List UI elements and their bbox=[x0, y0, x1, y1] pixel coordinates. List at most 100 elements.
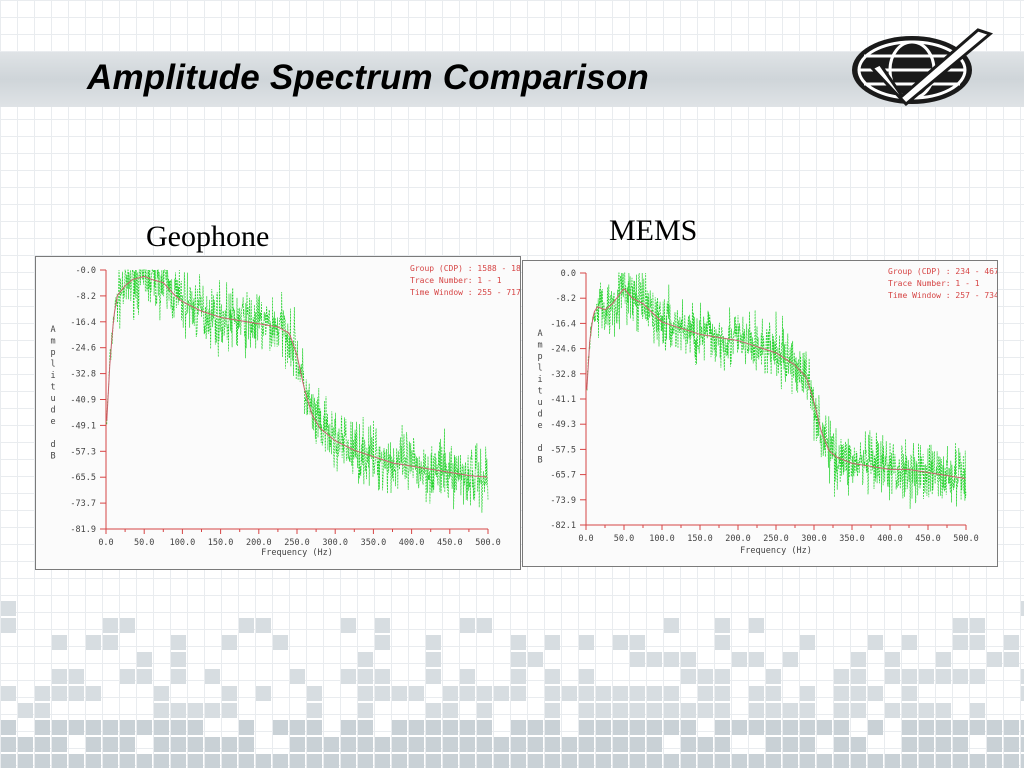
pattern-square bbox=[86, 737, 101, 752]
pattern-square bbox=[681, 737, 696, 752]
mems-chart-svg: 0.0 -8.2 -16.4 -24.6 -32.8 -41.1 -49.3 -57.5 -65… bbox=[537, 267, 997, 556]
pattern-square bbox=[545, 635, 560, 650]
pattern-square bbox=[698, 686, 713, 701]
pattern-square bbox=[953, 669, 968, 684]
y-axis-label-letter: t bbox=[537, 387, 542, 397]
pattern-square bbox=[664, 720, 679, 735]
pattern-square bbox=[800, 703, 815, 718]
y-tick-label: -0.0 bbox=[76, 266, 96, 276]
mems-chart: 0.0 -8.2 -16.4 -24.6 -32.8 -41.1 -49.3 -57.5 -65… bbox=[522, 260, 998, 567]
pattern-square bbox=[834, 703, 849, 718]
x-tick-label: 350.0 bbox=[839, 534, 865, 544]
pattern-square bbox=[222, 703, 237, 718]
pattern-square bbox=[630, 703, 645, 718]
pattern-square bbox=[970, 669, 985, 684]
pattern-square bbox=[103, 737, 118, 752]
pattern-square bbox=[766, 686, 781, 701]
pattern-square bbox=[222, 737, 237, 752]
pattern-square bbox=[562, 686, 577, 701]
pattern-square bbox=[103, 635, 118, 650]
y-axis-label-letter: A bbox=[537, 329, 542, 339]
pattern-square bbox=[256, 618, 271, 633]
pattern-square bbox=[18, 737, 33, 752]
pattern-square bbox=[970, 720, 985, 735]
y-tick-label: -65.5 bbox=[70, 473, 96, 483]
pattern-square bbox=[698, 754, 713, 768]
pattern-square bbox=[477, 686, 492, 701]
pattern-square bbox=[698, 703, 713, 718]
pattern-square bbox=[936, 703, 951, 718]
y-axis-label-letter: u bbox=[537, 398, 542, 408]
y-tick-label: -8.2 bbox=[76, 292, 96, 302]
y-axis-label-letter: u bbox=[50, 394, 55, 404]
pattern-square bbox=[715, 618, 730, 633]
x-tick-label: 350.0 bbox=[361, 538, 387, 548]
pattern-square bbox=[851, 669, 866, 684]
pattern-square bbox=[443, 754, 458, 768]
pattern-square bbox=[511, 754, 526, 768]
pattern-square bbox=[902, 720, 917, 735]
x-tick-label: 200.0 bbox=[246, 538, 272, 548]
x-tick-label: 50.0 bbox=[614, 534, 634, 544]
pattern-square bbox=[970, 754, 985, 768]
pattern-square bbox=[443, 737, 458, 752]
pattern-square bbox=[290, 737, 305, 752]
pattern-square bbox=[358, 754, 373, 768]
pattern-square bbox=[919, 737, 934, 752]
pattern-square bbox=[749, 618, 764, 633]
pattern-square bbox=[715, 720, 730, 735]
pattern-square bbox=[205, 669, 220, 684]
pattern-square bbox=[205, 737, 220, 752]
pattern-square bbox=[732, 720, 747, 735]
pattern-square bbox=[239, 737, 254, 752]
pattern-square bbox=[426, 652, 441, 667]
pattern-square bbox=[1021, 754, 1024, 768]
pattern-square bbox=[987, 754, 1002, 768]
pattern-square bbox=[664, 652, 679, 667]
info-line: Time Window : 257 - 734 bbox=[888, 291, 997, 300]
pattern-square bbox=[358, 703, 373, 718]
pattern-square bbox=[205, 703, 220, 718]
pattern-square bbox=[783, 652, 798, 667]
pattern-square bbox=[545, 720, 560, 735]
pattern-square bbox=[375, 754, 390, 768]
y-tick-label: -57.5 bbox=[550, 445, 576, 455]
pattern-square bbox=[511, 720, 526, 735]
pattern-square bbox=[103, 754, 118, 768]
pattern-square bbox=[1004, 652, 1019, 667]
info-line: Trace Number: 1 - 1 bbox=[888, 279, 980, 288]
pattern-square bbox=[647, 754, 662, 768]
x-tick-label: 0.0 bbox=[98, 538, 113, 548]
y-axis-label-letter: d bbox=[50, 440, 55, 450]
pattern-square bbox=[902, 754, 917, 768]
pattern-square bbox=[137, 720, 152, 735]
pattern-square bbox=[1021, 720, 1024, 735]
pattern-square bbox=[715, 703, 730, 718]
pattern-square bbox=[579, 703, 594, 718]
geophone-chart-svg: -0.0 -8.2 -16.4 -24.6 -32.8 -40.9 -49.1 -57.3 -6… bbox=[50, 264, 520, 558]
pattern-square bbox=[511, 669, 526, 684]
pattern-square bbox=[766, 737, 781, 752]
pattern-square bbox=[426, 635, 441, 650]
pattern-square bbox=[579, 720, 594, 735]
pattern-square bbox=[477, 737, 492, 752]
pattern-square bbox=[35, 703, 50, 718]
pattern-square bbox=[715, 754, 730, 768]
pattern-square bbox=[970, 703, 985, 718]
pattern-square bbox=[851, 703, 866, 718]
y-tick-label: -16.4 bbox=[70, 318, 96, 328]
pattern-square bbox=[35, 754, 50, 768]
pattern-square bbox=[205, 754, 220, 768]
pattern-square bbox=[188, 754, 203, 768]
pattern-square bbox=[409, 754, 424, 768]
x-tick-label: 500.0 bbox=[953, 534, 979, 544]
y-axis-label-letter: m bbox=[50, 337, 55, 347]
pattern-square bbox=[817, 720, 832, 735]
pattern-square bbox=[1004, 720, 1019, 735]
pattern-square bbox=[868, 635, 883, 650]
pattern-square bbox=[953, 635, 968, 650]
pattern-square bbox=[664, 618, 679, 633]
pattern-square bbox=[426, 669, 441, 684]
pattern-square bbox=[528, 737, 543, 752]
pattern-square bbox=[1004, 754, 1019, 768]
